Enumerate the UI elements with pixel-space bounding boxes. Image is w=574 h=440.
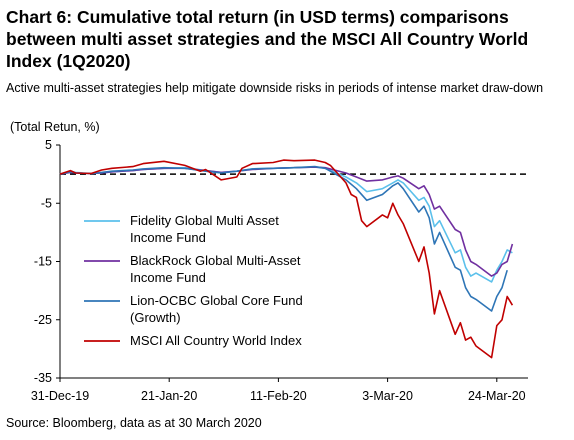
- series-line: [59, 159, 514, 359]
- chart-subtitle: Active multi-asset strategies help mitig…: [6, 81, 544, 95]
- chart-title: Chart 6: Cumulative total return (in USD…: [6, 7, 529, 71]
- series-line: [59, 165, 508, 312]
- x-tick-label: 11-Feb-20: [250, 389, 307, 403]
- y-axis-label: (Total Retun, %): [10, 120, 100, 134]
- legend-label: Lion-OCBC Global Core Fund (Growth): [130, 293, 303, 325]
- legend-label: MSCI All Country World Index: [130, 333, 302, 348]
- y-tick-label: 5: [45, 138, 52, 152]
- legend-label: Fidelity Global Multi Asset Income Fund: [130, 213, 279, 245]
- y-tick-label: -15: [34, 255, 52, 269]
- axes: 5 -5 -15 -25 -35 31-Dec-19 21-Jan-20 11-Feb-20 3…: [31, 138, 528, 403]
- x-tick-label: 24-Mar-20: [468, 389, 526, 403]
- y-tick-label: -35: [34, 371, 52, 385]
- legend-label: BlackRock Global Multi-Asset Income Fund: [130, 253, 301, 285]
- source-note: Source: Bloomberg, data as at 30 March 2…: [6, 416, 262, 430]
- x-tick-label: 31-Dec-19: [31, 389, 89, 403]
- y-tick-label: -25: [34, 313, 52, 327]
- x-tick-label: 21-Jan-20: [141, 389, 197, 403]
- legend: Fidelity Global Multi Asset Income Fund Bl…: [84, 213, 303, 348]
- y-tick-label: -5: [41, 196, 52, 210]
- x-tick-label: 3-Mar-20: [362, 389, 413, 403]
- series-lines: [59, 159, 514, 359]
